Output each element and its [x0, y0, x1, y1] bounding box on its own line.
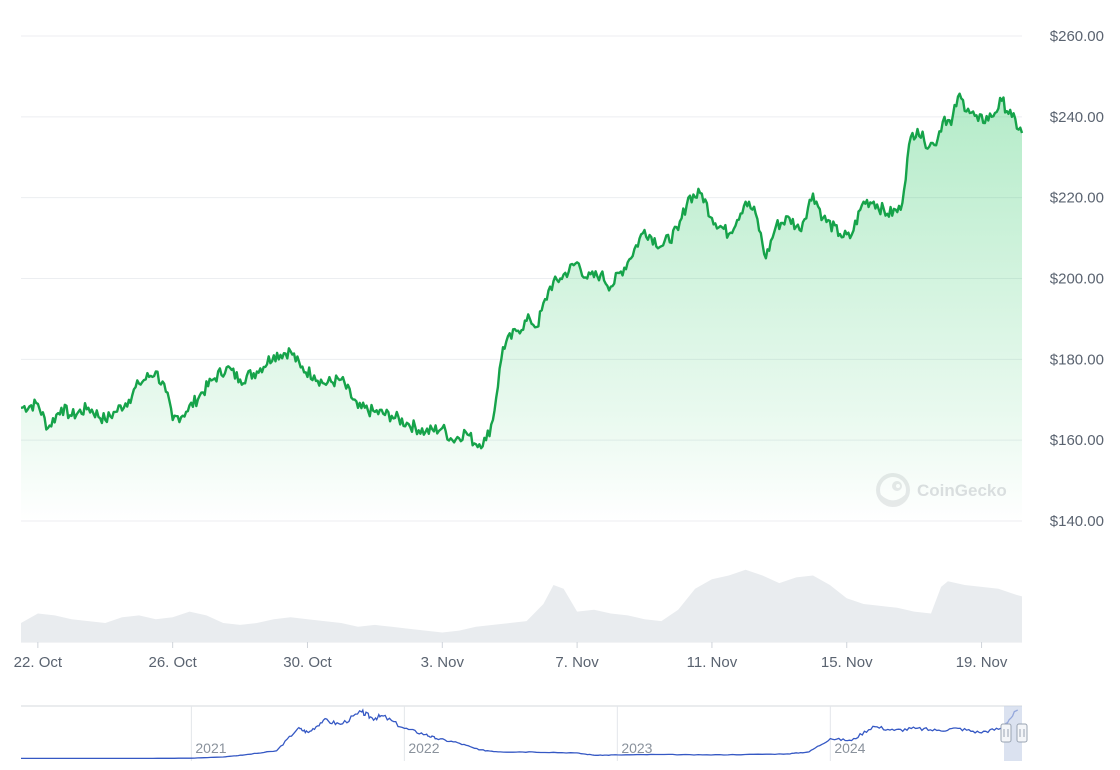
navigator-selected-range[interactable]	[1004, 706, 1022, 761]
y-tick-label: $260.00	[1050, 28, 1104, 45]
x-tick-label: 22. Oct	[14, 654, 63, 671]
price-series	[20, 92, 1024, 521]
gecko-logo-icon	[876, 473, 910, 507]
x-axis: 22. Oct 26. Oct 30. Oct 3. Nov 7. Nov 11. Nov…	[14, 642, 1008, 671]
x-tick-label: 19. Nov	[956, 654, 1008, 671]
navigator[interactable]: 2021 2022 2023 2024	[21, 705, 1028, 761]
coingecko-watermark: CoinGecko	[876, 473, 1007, 507]
y-axis: $260.00 $240.00 $220.00 $200.00 $180.00 $160.…	[1050, 28, 1104, 530]
navigator-line	[21, 708, 1019, 760]
price-line[interactable]	[20, 92, 1024, 450]
navigator-x-axis: 2021 2022 2023 2024	[195, 740, 865, 756]
navigator-tick-label: 2021	[195, 740, 226, 756]
x-tick-label: 7. Nov	[555, 654, 599, 671]
navigator-handle-left[interactable]	[1000, 723, 1012, 743]
watermark-text: CoinGecko	[917, 481, 1007, 500]
navigator-tick-label: 2023	[621, 740, 652, 756]
y-tick-label: $160.00	[1050, 432, 1104, 449]
y-tick-label: $200.00	[1050, 271, 1104, 288]
volume-area	[21, 569, 1022, 642]
navigator-gridlines	[190, 706, 831, 761]
navigator-background	[21, 706, 1022, 761]
navigator-series	[21, 708, 1019, 760]
y-tick-label: $140.00	[1050, 513, 1104, 530]
price-area-fill	[21, 93, 1022, 521]
x-tick-label: 11. Nov	[687, 654, 738, 671]
x-tick-label: 3. Nov	[421, 654, 465, 671]
y-tick-label: $220.00	[1050, 190, 1104, 207]
volume-area-shape	[21, 569, 1022, 642]
x-tick-label: 26. Oct	[148, 654, 197, 671]
y-tick-label: $240.00	[1050, 109, 1104, 126]
navigator-handle-right[interactable]	[1016, 723, 1028, 743]
x-tick-label: 30. Oct	[283, 654, 332, 671]
y-tick-label: $180.00	[1050, 351, 1104, 368]
navigator-tick-label: 2022	[408, 740, 439, 756]
navigator-tick-label: 2024	[834, 740, 865, 756]
x-tick-label: 15. Nov	[821, 654, 873, 671]
